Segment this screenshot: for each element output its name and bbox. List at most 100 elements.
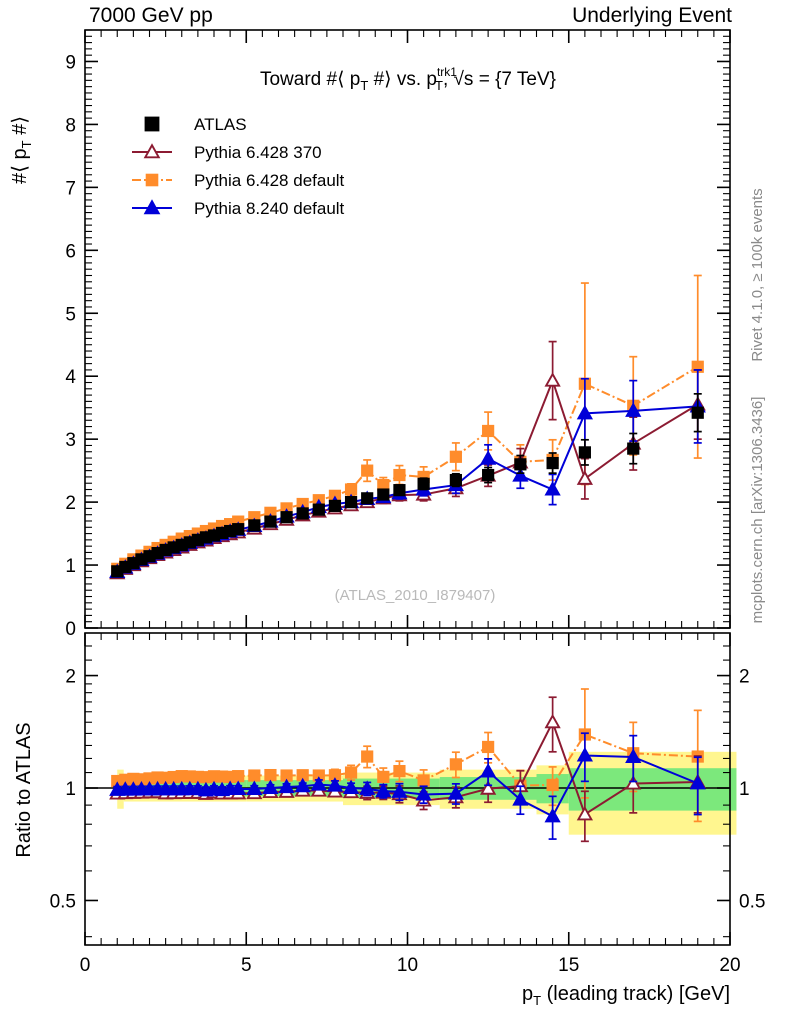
svg-text:Ratio to ATLAS: Ratio to ATLAS	[13, 722, 35, 857]
ratio-1-line	[117, 733, 698, 787]
x-tick-label: 10	[397, 955, 418, 976]
x-tick-label: 0	[80, 955, 91, 976]
ratio-2-marker	[576, 747, 593, 762]
main-3-marker	[576, 404, 593, 420]
legend-marker-0	[144, 116, 160, 132]
svg-text:mcplots.cern.ch [arXiv:1306.34: mcplots.cern.ch [arXiv:1306.3436]	[749, 397, 766, 624]
y-tick-label: 2	[65, 493, 76, 514]
ratio-1-marker	[377, 770, 390, 783]
main-0-marker	[449, 473, 462, 487]
ratio-1-marker	[248, 769, 261, 782]
main-3-marker	[625, 402, 642, 417]
y-tick-label: 7	[65, 178, 76, 199]
legend-label-2: Pythia 6.428 default	[194, 171, 345, 190]
main-0-marker	[264, 515, 277, 528]
main-0-marker	[377, 488, 390, 501]
legend-label-1: Pythia 6.428 370	[194, 143, 322, 162]
side-label-rivet: Rivet 4.1.0, ≥ 100k events	[749, 188, 766, 361]
main-0-marker	[691, 406, 704, 419]
ratio-2-marker	[310, 776, 327, 791]
ratio-0-marker	[625, 775, 642, 790]
main-1-marker	[576, 470, 593, 485]
header-right: Underlying Event	[572, 4, 732, 27]
legend-label-3: Pythia 8.240 default	[194, 199, 345, 218]
ratio-2-marker	[246, 780, 263, 796]
header-left: 7000 GeV pp	[89, 4, 213, 27]
main-2-line	[116, 365, 699, 570]
main-0-marker	[393, 484, 406, 497]
y-tick-label: 5	[65, 304, 76, 325]
ratio-2-marker	[278, 778, 295, 794]
main-0-marker	[361, 492, 374, 505]
main-0-marker	[482, 468, 495, 482]
ratio-y-tick-label-right: 1	[739, 779, 750, 800]
main-0-marker	[344, 496, 358, 509]
main-0-marker	[248, 519, 261, 532]
y-tick-label: 9	[65, 52, 76, 73]
main-0-marker	[328, 499, 342, 512]
ratio-y-tick-label-right: 2	[739, 667, 750, 688]
y-tick-label: 8	[65, 115, 76, 136]
legend-marker-1	[143, 143, 161, 159]
ratio-2-marker	[262, 779, 279, 795]
main-2-marker	[344, 483, 358, 496]
main-3-marker	[480, 450, 497, 465]
ratio-2-marker	[391, 783, 408, 798]
x-tick-label: 20	[719, 955, 740, 976]
legend-marker-2	[145, 173, 159, 187]
main-2-marker	[361, 464, 374, 477]
ratio-0-marker	[480, 780, 497, 795]
ratio-2-marker	[326, 777, 344, 792]
side-label-mcplots: mcplots.cern.ch [arXiv:1306.3436]	[749, 397, 766, 624]
ratio-0-marker	[576, 805, 593, 821]
y-axis-label-main: #⟨ pT #⟩	[9, 116, 34, 184]
ratio-y-tick-label: 1	[65, 779, 76, 800]
main-0-marker	[312, 503, 325, 516]
ratio-2-marker	[375, 782, 392, 798]
ratio-1-marker	[264, 768, 277, 782]
ratio-2-marker	[415, 786, 432, 801]
ratio-2-marker	[294, 777, 311, 793]
main-0-marker	[627, 442, 640, 455]
legend-label-0: ATLAS	[194, 115, 247, 134]
main-0-marker	[296, 507, 309, 520]
ratio-1-marker	[449, 758, 462, 771]
main-0-marker	[232, 523, 245, 536]
watermark-text: (ATLAS_2010_I879407)	[335, 587, 496, 604]
plot-title: Toward #⟨ pT #⟩ vs. ptrk1 T, √s = {7 TeV}	[260, 65, 556, 93]
legend-marker-3	[143, 199, 161, 215]
ratio-1-marker	[546, 778, 559, 792]
ratio-2-marker	[512, 791, 529, 806]
main-2-marker	[449, 450, 462, 463]
ratio-2-marker	[544, 807, 561, 823]
main-0-marker	[417, 477, 430, 490]
ratio-1-marker	[393, 764, 406, 778]
main-3-marker	[512, 467, 529, 482]
main-2-marker	[482, 424, 495, 438]
ratio-y-tick-label-right: 0.5	[739, 891, 765, 912]
main-0-marker	[578, 446, 591, 459]
ratio-1-marker	[417, 774, 430, 787]
x-axis-label: pT (leading track) [GeV]	[522, 983, 730, 1008]
ratio-1-marker	[344, 766, 358, 779]
y-tick-label: 0	[65, 619, 76, 640]
x-tick-label: 5	[241, 955, 252, 976]
main-0-marker	[546, 456, 559, 470]
svg-text:Rivet 4.1.0, ≥ 100k events: Rivet 4.1.0, ≥ 100k events	[749, 188, 766, 361]
ratio-2-marker	[625, 748, 642, 763]
ratio-1-marker	[361, 750, 374, 763]
ratio-1-marker	[482, 740, 495, 754]
y-tick-label: 3	[65, 430, 76, 451]
ratio-2-marker	[447, 785, 464, 800]
svg-text:#⟨ pT #⟩: #⟨ pT #⟩	[9, 116, 34, 184]
ratio-2-marker	[359, 780, 376, 795]
y-tick-label: 1	[65, 556, 76, 577]
main-0-marker	[514, 458, 527, 471]
y-tick-label: 4	[65, 367, 76, 388]
main-0-marker	[280, 511, 293, 524]
ratio-y-tick-label: 2	[65, 667, 76, 688]
ratio-band-inner	[568, 768, 737, 811]
y-axis-label-ratio: Ratio to ATLAS	[13, 722, 35, 857]
ratio-2-marker	[342, 779, 360, 795]
